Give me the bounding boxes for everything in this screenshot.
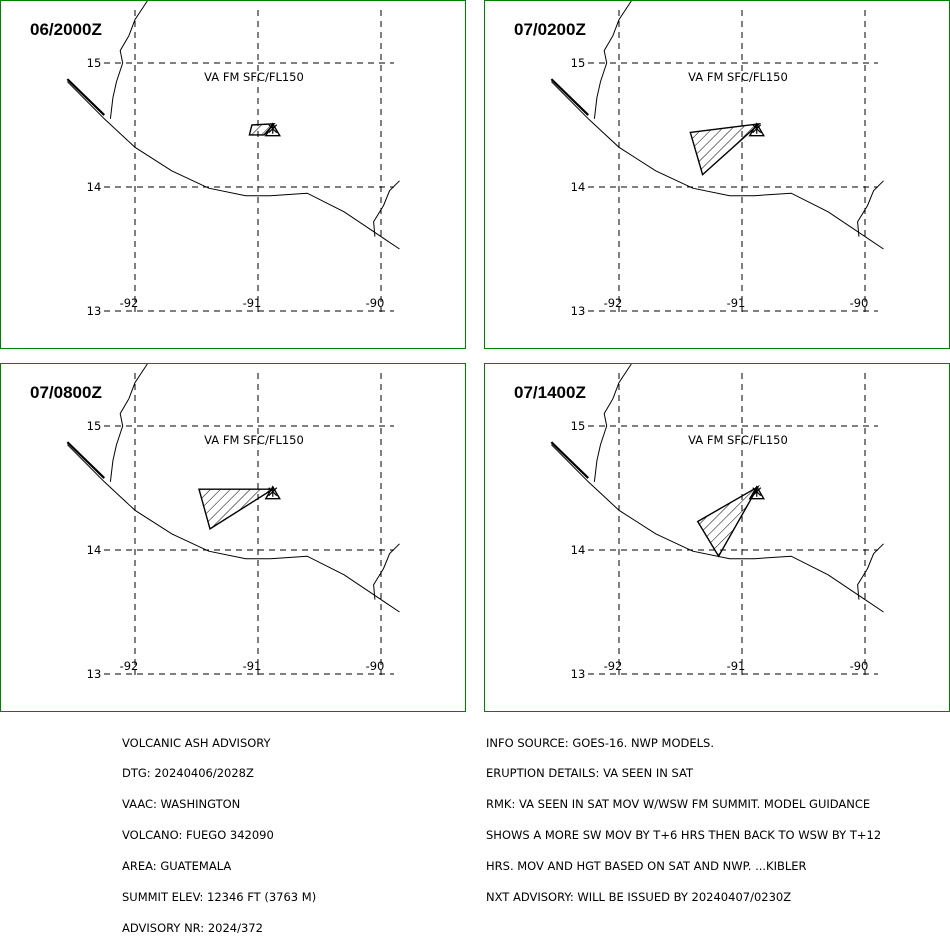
lon-tick-label: -92 — [120, 296, 139, 310]
advisory-line: HRS. MOV AND HGT BASED ON SAT AND NWP. .… — [486, 859, 807, 874]
time-label: 06/2000Z — [30, 20, 102, 39]
volcano-star-icon — [268, 486, 278, 497]
lat-tick-label: 14 — [571, 543, 586, 557]
lat-tick-label: 13 — [571, 304, 586, 318]
time-label: 07/1400Z — [514, 383, 586, 402]
lat-tick-label: 15 — [87, 419, 102, 433]
advisory-line: ERUPTION DETAILS: VA SEEN IN SAT — [486, 766, 693, 781]
lon-tick-label: -91 — [727, 296, 746, 310]
coastline — [551, 444, 884, 613]
lagoon-line — [66, 78, 106, 116]
advisory-line: VAAC: WASHINGTON — [122, 797, 241, 812]
map-panel-4: -92 -91 -90 15 14 13 07/1400Z VA FM SFC/FL150 — [484, 363, 950, 712]
map-panel-1: -92 -91 -90 15 14 13 06/2000Z VA FM SFC/FL150 — [0, 0, 466, 349]
volcano-triangle-icon — [264, 122, 281, 137]
coastline — [67, 81, 400, 250]
lagoon-line — [550, 441, 590, 479]
panel-frame — [0, 0, 466, 349]
advisory-line: SHOWS A MORE SW MOV BY T+6 HRS THEN BACK… — [486, 828, 882, 843]
advisory-line: ADVISORY NR: 2024/372 — [122, 920, 263, 935]
lat-tick-label: 15 — [571, 419, 586, 433]
lon-tick-label: -92 — [604, 659, 623, 673]
advisory-line: AREA: GUATEMALA — [122, 859, 232, 874]
lat-tick-label: 14 — [87, 180, 102, 194]
ash-cloud-polygon — [248, 123, 276, 136]
east-border — [373, 543, 400, 600]
map-panel-3: -92 -91 -90 15 14 13 07/0800Z VA FM SFC/FL150 — [0, 363, 466, 712]
advisory-line: VOLCANIC ASH ADVISORY — [122, 735, 271, 750]
east-border — [857, 543, 884, 600]
panel-frame — [484, 0, 950, 349]
advisory-line: DTG: 20240406/2028Z — [122, 766, 254, 781]
lagoon-line — [66, 441, 106, 479]
map-panel-2: -92 -91 -90 15 14 13 07/0200Z VA FM SFC/FL150 — [484, 0, 950, 349]
volcano-star-icon — [268, 123, 278, 134]
volcano-triangle-icon — [748, 485, 765, 500]
ash-cloud-polygon — [198, 488, 276, 530]
va-level-label: VA FM SFC/FL150 — [688, 433, 788, 447]
map-panel-svg: -92 -91 -90 15 14 13 07/0200Z VA FM SFC/FL150 — [484, 0, 950, 349]
lon-tick-label: -91 — [727, 659, 746, 673]
map-panel-svg: -92 -91 -90 15 14 13 06/2000Z VA FM SFC/FL150 — [0, 0, 466, 349]
lon-tick-label: -92 — [604, 296, 623, 310]
advisory-line: SUMMIT ELEV: 12346 FT (3763 M) — [122, 890, 317, 905]
volcano-star-icon — [752, 123, 762, 134]
volcano-triangle-icon — [264, 485, 281, 500]
advisory-line: INFO SOURCE: GOES-16. NWP MODELS. — [486, 735, 714, 750]
country-border — [109, 0, 148, 119]
va-level-label: VA FM SFC/FL150 — [688, 70, 788, 84]
lagoon-line — [550, 78, 590, 116]
va-level-label: VA FM SFC/FL150 — [204, 70, 304, 84]
lat-tick-label: 13 — [571, 667, 586, 681]
ash-cloud-polygon — [696, 484, 760, 558]
east-border — [373, 180, 400, 237]
lat-tick-label: 14 — [87, 543, 102, 557]
panel-frame — [0, 363, 466, 712]
time-label: 07/0800Z — [30, 383, 102, 402]
lon-tick-label: -91 — [243, 296, 262, 310]
advisory-line: NXT ADVISORY: WILL BE ISSUED BY 20240407… — [486, 890, 792, 905]
ash-cloud-polygon — [689, 122, 762, 176]
map-panel-svg: -92 -91 -90 15 14 13 07/0800Z VA FM SFC/FL150 — [0, 363, 466, 712]
lon-tick-label: -91 — [243, 659, 262, 673]
east-border — [857, 180, 884, 237]
country-border — [593, 0, 632, 119]
country-border — [109, 363, 148, 482]
lat-tick-label: 15 — [87, 56, 102, 70]
lon-tick-label: -90 — [366, 659, 385, 673]
country-border — [593, 363, 632, 482]
lat-tick-label: 15 — [571, 56, 586, 70]
coastline — [551, 81, 884, 250]
advisory-left-block: VOLCANIC ASH ADVISORY DTG: 20240406/2028… — [122, 717, 316, 944]
volcano-triangle-icon — [748, 122, 765, 137]
lon-tick-label: -92 — [120, 659, 139, 673]
lat-tick-label: 13 — [87, 667, 102, 681]
time-label: 07/0200Z — [514, 20, 586, 39]
lon-tick-label: -90 — [850, 659, 869, 673]
advisory-line: VOLCANO: FUEGO 342090 — [122, 828, 274, 843]
lon-tick-label: -90 — [366, 296, 385, 310]
lat-tick-label: 14 — [571, 180, 586, 194]
lon-tick-label: -90 — [850, 296, 869, 310]
coastline — [67, 444, 400, 613]
map-panel-svg: -92 -91 -90 15 14 13 07/1400Z VA FM SFC/FL150 — [484, 363, 950, 712]
lat-tick-label: 13 — [87, 304, 102, 318]
volcano-star-icon — [752, 486, 762, 497]
advisory-right-block: INFO SOURCE: GOES-16. NWP MODELS. ERUPTI… — [486, 717, 881, 913]
va-level-label: VA FM SFC/FL150 — [204, 433, 304, 447]
advisory-line: RMK: VA SEEN IN SAT MOV W/WSW FM SUMMIT.… — [486, 797, 871, 812]
